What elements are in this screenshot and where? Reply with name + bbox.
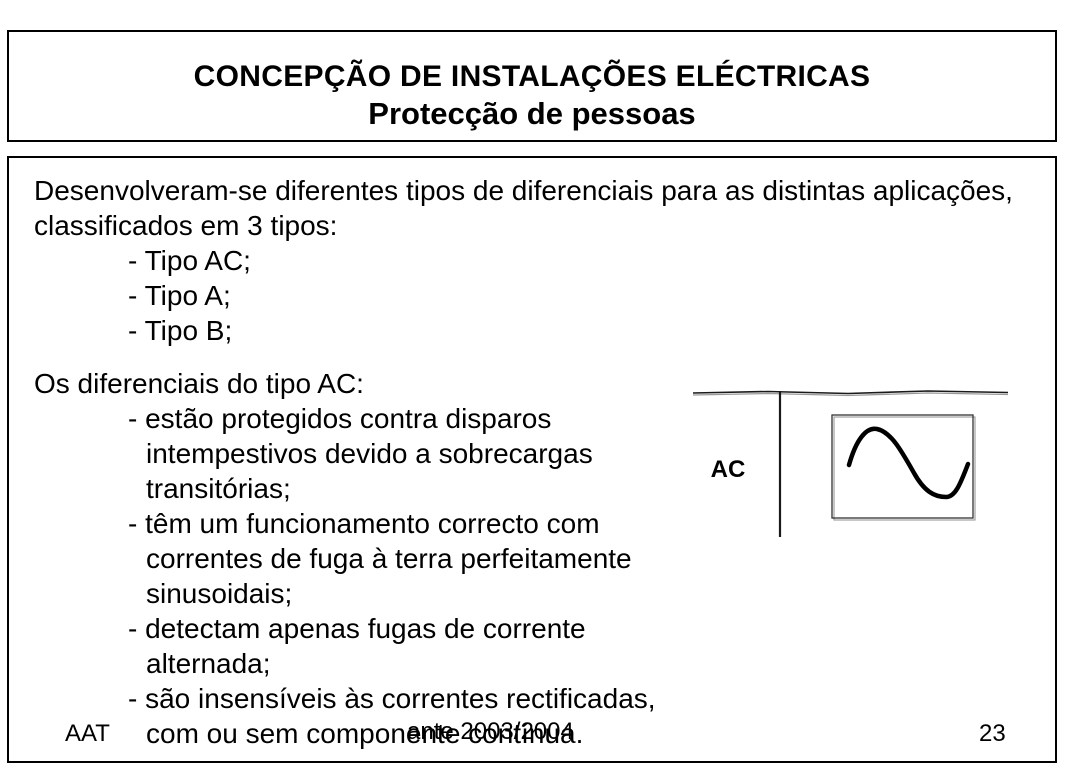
svg-text:AC: AC — [711, 456, 746, 483]
